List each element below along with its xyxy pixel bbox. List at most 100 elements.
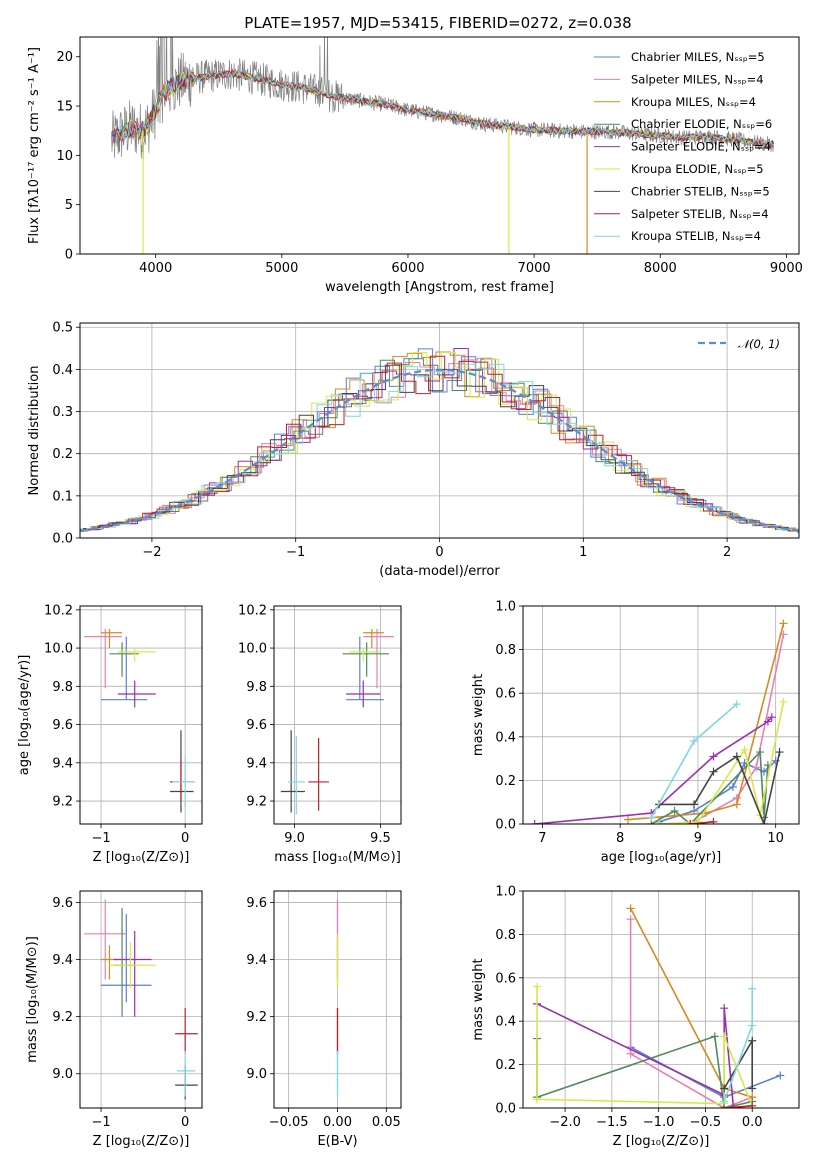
gaussian-curve	[80, 368, 799, 532]
mw_Z-xtick-label: −1.0	[643, 1115, 675, 1130]
mass-weight-marker	[710, 1032, 719, 1041]
age_mass-plot-area	[274, 606, 401, 824]
mw_age-ytick-label: 0.0	[495, 818, 516, 833]
spectrum-plot-area	[80, 37, 799, 254]
residuals-ytick-label: 0.1	[52, 489, 73, 504]
mass-weight-marker	[776, 1071, 785, 1080]
residuals-xtick-label: 0	[435, 545, 443, 560]
mw_Z-xtick-label: −2.0	[549, 1115, 581, 1130]
mass-weight-line	[629, 919, 753, 1108]
residuals-panel: −2 −1 0 1 2 0.0 0.1 0.2 0.3 0.4 0.5 (data-model)/er…	[27, 321, 800, 579]
residuals-ytick-label: 0.2	[52, 447, 73, 462]
gauss-legend-label: 𝒩(0, 1)	[738, 337, 780, 351]
residual-histogram	[80, 348, 799, 533]
residuals-frame	[79, 322, 800, 539]
mass_Z-ytick-label: 9.0	[52, 1067, 73, 1082]
residuals-ytick-label: 0.4	[52, 363, 73, 378]
mw_age-panel: 7 8 9 10 0.0 0.2 0.4 0.6 0.8 1.0 age [log₁₀(age/yr…	[471, 600, 800, 865]
mw_Z-data	[533, 904, 785, 1108]
mw_Z-plot-area	[523, 891, 799, 1108]
residuals-xtick-label: −2	[142, 545, 161, 560]
mw_age-ylabel: mass weight	[471, 674, 486, 756]
mass-weight-marker	[732, 700, 741, 709]
mass-weight-marker	[626, 915, 635, 924]
age_Z-plot-area	[80, 606, 202, 824]
mass-weight-marker	[533, 982, 542, 991]
mass-weight-marker	[763, 717, 772, 726]
mass-weight-marker	[740, 745, 749, 754]
mass-weight-marker	[690, 737, 699, 746]
age_mass-data	[280, 628, 395, 815]
mass-weight-marker	[720, 1084, 729, 1093]
mw_Z-frame	[522, 890, 800, 1109]
mass-weight-marker	[752, 763, 761, 772]
spectrum-ytick-label: 15	[56, 100, 73, 115]
mass_ebv-ytick-label: 9.4	[246, 953, 267, 968]
mw_Z-panel: −2.0 −1.5 −1.0 −0.5 0.0 0.0 0.2 0.4 0.6 0.8 1.0 Z […	[471, 885, 800, 1149]
mass_ebv-panel: −0.05 0.00 0.05 9.0 9.2 9.4 9.6 E(B-V)	[246, 890, 402, 1149]
age_Z-data	[84, 628, 196, 813]
age_mass-ytick-label: 10.2	[238, 603, 267, 618]
mass_Z-data	[84, 899, 198, 1100]
mass_Z-ytick-label: 9.2	[52, 1010, 73, 1025]
mass-weight-marker	[732, 752, 741, 761]
mass-weight-marker	[728, 782, 737, 791]
mw_age-xtick-label: 8	[616, 831, 624, 846]
mass_Z-xtick-label: −1	[91, 1115, 110, 1130]
mass_ebv-ytick-label: 9.2	[246, 1010, 267, 1025]
spectrum-legend-label: Salpeter MILES, Nₛₛₚ=4	[631, 72, 764, 86]
mass-weight-marker	[779, 697, 788, 706]
spectrum-ylabel: Flux [fλ10⁻¹⁷ erg cm⁻² s⁻¹ A⁻¹]	[27, 47, 42, 244]
mass_ebv-xtick-label: 0.00	[323, 1115, 352, 1130]
mass_Z-ylabel: mass [log₁₀(M/M⊙)]	[25, 936, 40, 1063]
mw_Z-xtick-label: −1.5	[596, 1115, 628, 1130]
mass_Z-plot-area	[80, 891, 202, 1108]
mass-weight-marker	[720, 1097, 729, 1106]
mass-weight-line	[627, 623, 785, 821]
age_Z-ylabel: age [log₁₀(age/yr)]	[17, 655, 32, 776]
spectrum-legend-label: Kroupa MILES, Nₛₛₚ=4	[631, 95, 756, 109]
age_Z-ytick-label: 9.8	[52, 680, 73, 695]
spectrum-legend-label: Chabrier STELIB, Nₛₛₚ=5	[631, 184, 770, 198]
mass-weight-marker	[533, 1095, 542, 1104]
mass-weight-marker	[748, 1021, 757, 1030]
mw_Z-ytick-label: 0.6	[495, 971, 516, 986]
mass-weight-marker	[756, 748, 765, 757]
residuals-xtick-label: −1	[286, 545, 305, 560]
mass_Z-panel: −1 0 9.0 9.2 9.4 9.6 Z [log₁₀(Z/Z⊙)] mass [log₁…	[25, 890, 203, 1149]
mw_age-frame	[522, 605, 800, 825]
mass-weight-marker	[690, 800, 699, 809]
spectrum-ytick-label: 0	[65, 248, 73, 263]
mass_Z-ytick-label: 9.6	[52, 896, 73, 911]
spectrum-frame	[79, 36, 800, 255]
spectrum-xlabel: wavelength [Angstrom, rest frame]	[325, 280, 554, 295]
mw_age-ytick-label: 0.2	[495, 774, 516, 789]
mw_age-ytick-label: 0.8	[495, 643, 516, 658]
residuals-ytick-label: 0.5	[52, 321, 73, 336]
spectrum-xtick-label: 5000	[265, 261, 298, 276]
spectrum-legend-label: Chabrier MILES, Nₛₛₚ=5	[631, 50, 765, 64]
mass-weight-marker	[686, 820, 695, 824]
mass_Z-xlabel: Z [log₁₀(Z/Z⊙)]	[93, 1134, 190, 1149]
mw_Z-xlabel: Z [log₁₀(Z/Z⊙)]	[613, 1134, 710, 1149]
mw_age-ytick-label: 1.0	[495, 600, 516, 615]
spectrum-xtick-label: 9000	[770, 261, 803, 276]
mass-weight-marker	[670, 806, 679, 815]
spectrum-panel: 4000 5000 6000 7000 8000 9000 0 5 10 15 20 waveleng…	[27, 36, 803, 295]
mw_age-xtick-label: 10	[767, 831, 784, 846]
age_Z-xtick-label: 0	[181, 831, 189, 846]
residuals-ytick-label: 0.3	[52, 405, 73, 420]
mass_ebv-xtick-label: −0.05	[269, 1115, 309, 1130]
age_mass-ytick-label: 9.2	[246, 795, 267, 810]
mw_age-xtick-label: 7	[538, 831, 546, 846]
mass-weight-line	[659, 751, 781, 824]
mass_Z-ytick-label: 9.4	[52, 953, 73, 968]
residuals-ytick-label: 0.0	[52, 532, 73, 547]
mass_Z-xtick-label: 0	[181, 1115, 189, 1130]
mw_Z-ylabel: mass weight	[471, 958, 486, 1040]
mass-weight-marker	[748, 1036, 757, 1045]
spectrum-legend-label: Kroupa ELODIE, Nₛₛₚ=5	[631, 162, 764, 176]
age_Z-frame	[79, 605, 203, 825]
mass-weight-marker	[732, 800, 741, 809]
